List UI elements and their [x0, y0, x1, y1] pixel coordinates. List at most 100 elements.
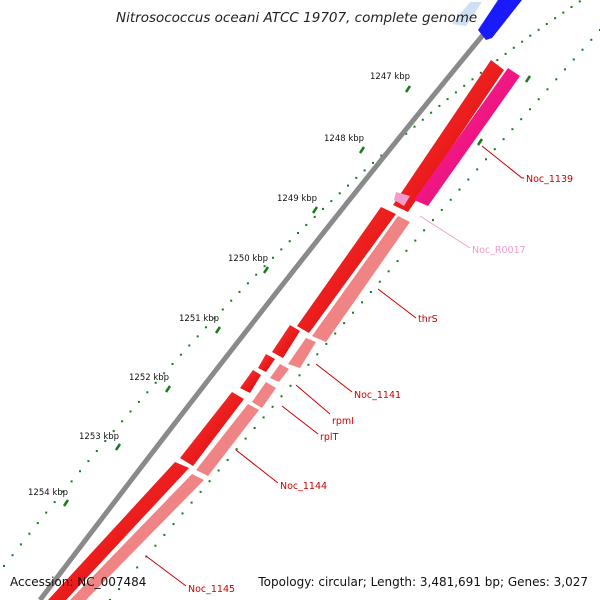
scale-dot [467, 178, 470, 181]
scale-dot [476, 168, 479, 171]
tick-label: 1254 kbp [28, 488, 68, 498]
scale-dots [3, 0, 600, 600]
tick-labels: 1247 kbp 1248 kbp 1249 kbp 1250 kbp 1251… [28, 72, 410, 498]
leader-thrS [377, 288, 417, 319]
scale-dot [493, 148, 496, 151]
scale-dot [172, 523, 175, 526]
tick-label: 1252 kbp [129, 373, 169, 383]
scale-dot [280, 248, 283, 251]
scale-dot [28, 532, 31, 535]
scale-dot [263, 265, 266, 268]
scale-dot [137, 400, 140, 403]
scale-dot [146, 391, 149, 394]
scale-dot [562, 11, 565, 14]
tick-label: 1248 kbp [324, 134, 364, 144]
scale-dot [316, 353, 319, 356]
scale-dot [502, 138, 505, 141]
scale-dot [262, 416, 265, 419]
scale-dot [405, 249, 408, 252]
gene-label-rpmI: rpmI [332, 416, 354, 427]
leader-noc-r0017 [419, 215, 471, 249]
scale-dot [496, 59, 499, 62]
scale-dot [546, 88, 549, 91]
tick-label: 1249 kbp [277, 194, 317, 204]
scale-dot [280, 395, 283, 398]
gene-label-noc-1145: Noc_1145 [188, 584, 235, 595]
scale-dot [554, 17, 557, 20]
scale-dot [578, 0, 581, 3]
gene-noc-1145-inner [70, 474, 204, 600]
scale-dot [36, 522, 39, 525]
scale-dot [440, 208, 443, 211]
scale-dot [590, 38, 593, 41]
scale-dot [380, 154, 383, 157]
gene-rpmI-inner [270, 364, 289, 382]
gene-noc-1144-outer [180, 392, 244, 466]
feature-blue [478, 0, 522, 40]
scale-major-tick [114, 443, 122, 451]
scale-dot [471, 78, 474, 81]
scale-dot [454, 91, 457, 94]
leader-noc-1144 [235, 449, 279, 484]
scale-dot [511, 128, 514, 131]
scale-dot [271, 405, 274, 408]
scale-dot [246, 282, 249, 285]
scale-dot [414, 239, 417, 242]
leader-noc-1139 [481, 145, 524, 179]
scale-major-tick [358, 146, 366, 154]
scale-dot [581, 48, 584, 51]
scale-dot [171, 363, 174, 365]
scale-dot [255, 273, 258, 276]
leader-noc-1145 [145, 555, 187, 587]
scale-dot [3, 565, 5, 567]
scale-dot [190, 501, 193, 504]
accession-label: Accession: NC_007484 [10, 575, 147, 589]
scale-dot [289, 384, 292, 387]
genome-stats-label: Topology: circular; Length: 3,481,691 bp… [258, 575, 588, 589]
scale-dot [19, 543, 22, 546]
scale-dot [545, 23, 548, 25]
scale-major-tick [214, 326, 222, 334]
scale-dot [297, 232, 299, 234]
scale-dot [485, 158, 487, 161]
feature-blue-light [452, 2, 482, 26]
scale-major-tick [262, 266, 270, 274]
scale-dot [529, 108, 531, 111]
scale-dot [235, 448, 238, 451]
scale-dot [62, 490, 65, 493]
gene-rplT-outer [240, 370, 261, 393]
scale-dot [347, 184, 349, 187]
scale-dot [112, 430, 115, 433]
scale-dot [572, 58, 575, 61]
scale-dot [217, 469, 220, 472]
scale-dot [163, 372, 166, 375]
scale-dot [154, 544, 157, 547]
gene-labels: Noc_1139 Noc_R0017 thrS Noc_1141 rpmI rp… [188, 174, 573, 595]
scale-dot [432, 219, 434, 222]
gene-label-noc-1144: Noc_1144 [280, 481, 327, 492]
scale-dot [95, 450, 98, 452]
genome-backbone [38, 0, 514, 600]
scale-major-tick [62, 499, 70, 507]
scale-dot [421, 118, 424, 121]
gene-rpmI-outer [258, 354, 275, 372]
scale-dot [430, 111, 433, 114]
scale-dot [504, 52, 507, 55]
gene-label-noc-1141: Noc_1141 [354, 390, 401, 401]
tick-label: 1250 kbp [228, 254, 268, 264]
scale-dot [423, 229, 426, 232]
scale-dot [537, 98, 540, 101]
scale-dot [272, 256, 274, 259]
scale-dot [127, 577, 130, 580]
scale-dot [449, 198, 452, 201]
scale-dot [512, 46, 515, 49]
scale-dot [11, 554, 14, 557]
scale-dot [413, 125, 416, 128]
scale-dot [458, 188, 461, 191]
scale-dot [355, 176, 358, 179]
scale-dot [330, 200, 333, 203]
gene-noc-r0017-inner [394, 192, 410, 206]
scale-dot [387, 270, 390, 273]
scale-dot [298, 374, 301, 377]
